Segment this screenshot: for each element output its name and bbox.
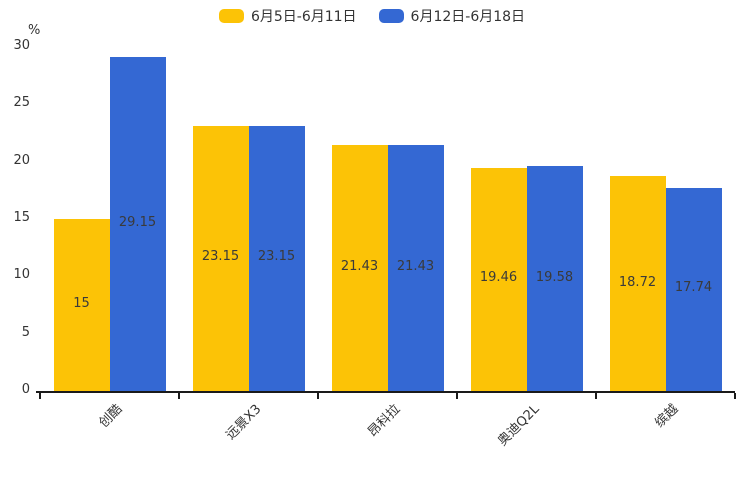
bar-value-label: 23.15 (257, 249, 296, 265)
x-axis-tick (317, 393, 319, 399)
bar-value-label: 15 (73, 296, 90, 311)
bar-series1-创酷 (53, 219, 110, 391)
x-axis-tick (178, 393, 180, 399)
x-category-label-缤越: 缤越 (651, 401, 681, 431)
x-category-label-昂科拉: 昂科拉 (364, 401, 403, 441)
x-axis-line (36, 391, 735, 393)
bar-value-label: 18.72 (618, 274, 657, 290)
y-tick-label: 25 (13, 95, 30, 111)
legend-swatch-week1-icon (218, 9, 244, 23)
bar-value-label: 23.15 (201, 249, 240, 265)
bar-value-label: 17.74 (674, 280, 713, 296)
bar-value-label: 19.58 (535, 269, 574, 285)
x-category-label-奥迪Q2L: 奥迪Q2L (494, 401, 542, 450)
x-category-label-远景X3: 远景X3 (222, 401, 264, 443)
chart-legend: 6月5日-6月11日 6月12日-6月18日 (0, 6, 744, 26)
y-tick-label: 0 (21, 382, 30, 397)
bar-value-label: 21.43 (396, 259, 435, 275)
x-axis-tick (734, 393, 736, 399)
y-tick-label: 10 (13, 267, 30, 283)
bar-value-label: 21.43 (340, 259, 379, 275)
bar-value-label: 29.15 (118, 214, 157, 230)
legend-label-week1: 6月5日-6月11日 (250, 9, 357, 25)
x-axis-tick (595, 393, 597, 399)
bar-series1-远景X3 (192, 125, 249, 391)
legend-label-week2: 6月12日-6月18日 (410, 9, 526, 25)
bar-series2-缤越 (665, 187, 722, 391)
bar-series1-奥迪Q2L (470, 167, 527, 391)
legend-swatch-week2-icon (378, 9, 404, 23)
y-tick-label: 15 (13, 210, 30, 225)
bar-value-label: 19.46 (479, 270, 518, 286)
legend-item-week2[interactable]: 6月12日-6月18日 (378, 6, 526, 26)
y-axis-unit-label: % (28, 23, 41, 38)
bar-series1-缤越 (609, 176, 666, 391)
bar-series2-创酷 (109, 56, 166, 391)
bar-series2-远景X3 (248, 125, 305, 391)
y-tick-label: 20 (13, 152, 30, 168)
legend-item-week1[interactable]: 6月5日-6月11日 (218, 6, 357, 26)
x-axis-tick (456, 393, 458, 399)
y-tick-label: 30 (13, 38, 30, 53)
bar-series2-奥迪Q2L (526, 166, 583, 391)
bar-series2-昂科拉 (387, 145, 444, 391)
bar-series1-昂科拉 (331, 145, 388, 391)
x-axis-tick (39, 393, 41, 399)
y-tick-label: 5 (21, 324, 30, 340)
x-category-label-创酷: 创酷 (95, 401, 125, 431)
